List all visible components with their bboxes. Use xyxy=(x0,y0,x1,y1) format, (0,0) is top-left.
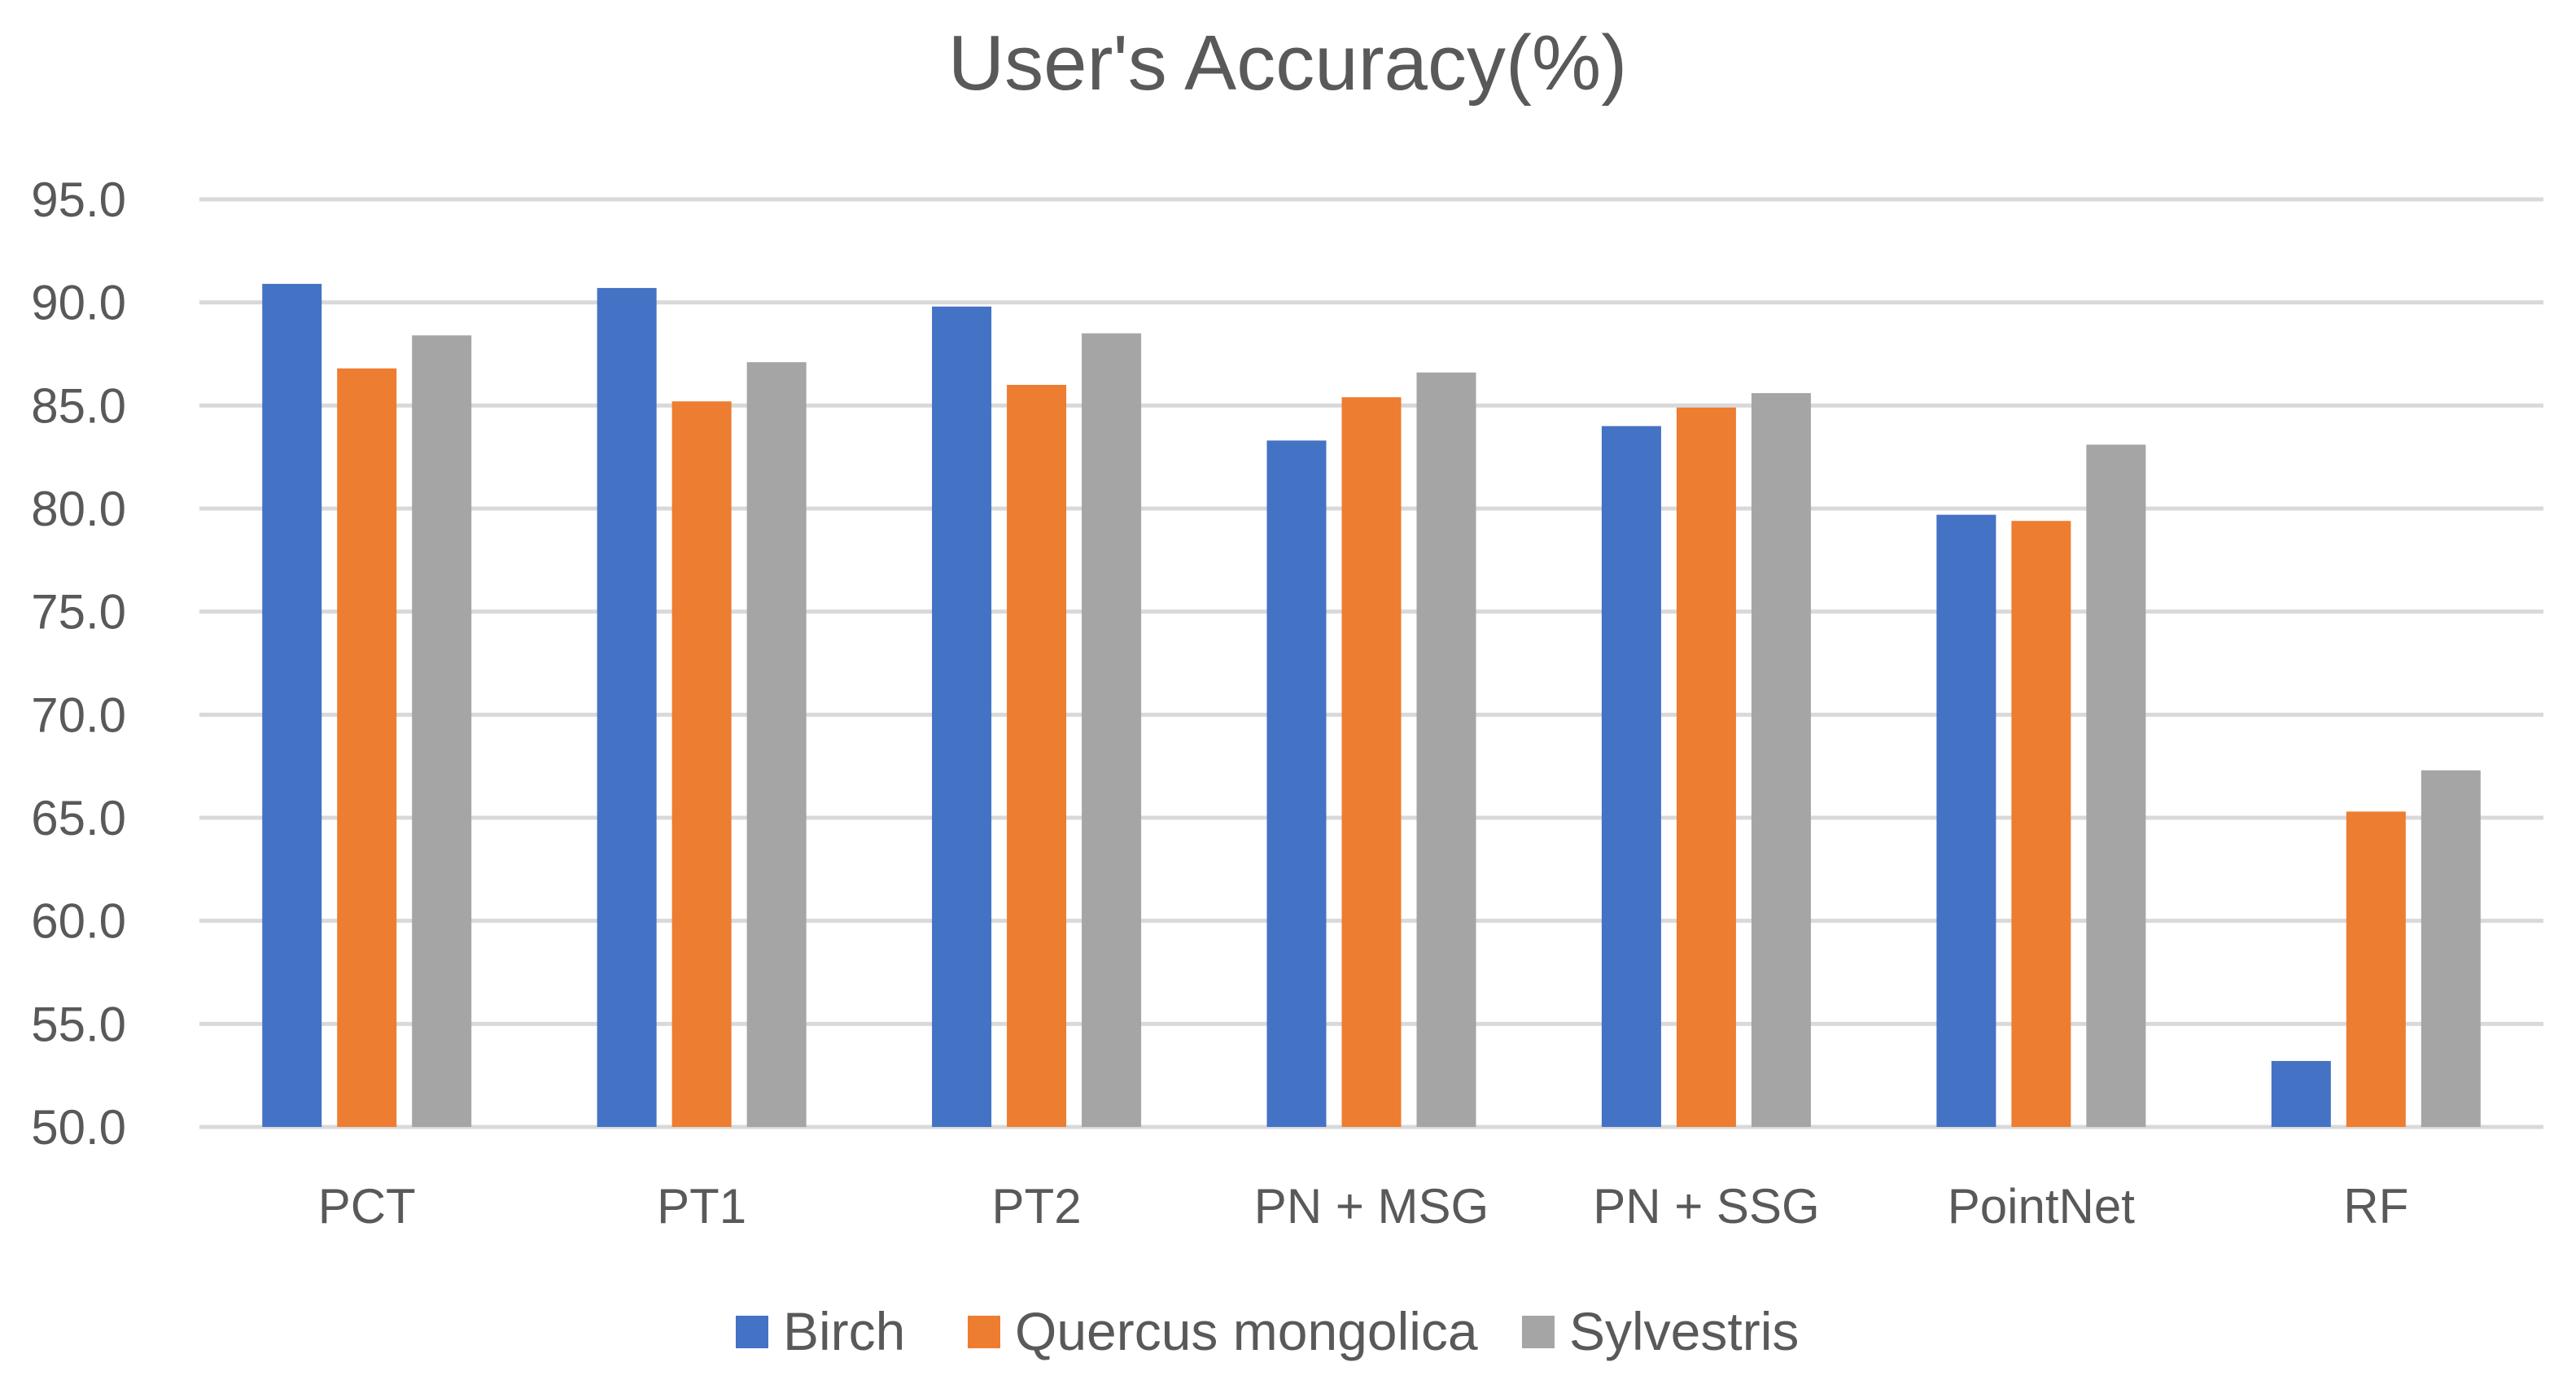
bar-sylvestris xyxy=(1416,372,1476,1127)
y-tick-label: 70.0 xyxy=(31,688,126,742)
legend-swatch-quercus-mongolica xyxy=(968,1316,1000,1348)
legend-label: Birch xyxy=(783,1301,905,1361)
y-tick-label: 85.0 xyxy=(31,378,126,433)
bar-sylvestris xyxy=(1082,333,1142,1128)
bar-quercus-mongolica xyxy=(2346,811,2406,1127)
legend-swatch-sylvestris xyxy=(1522,1316,1555,1348)
bar-birch xyxy=(1936,514,1997,1127)
legend-label: Quercus mongolica xyxy=(1015,1301,1478,1361)
bars xyxy=(262,283,2481,1128)
bar-birch xyxy=(1601,426,1661,1127)
bar-quercus-mongolica xyxy=(2011,521,2071,1127)
bar-sylvestris xyxy=(746,362,807,1128)
bar-birch xyxy=(597,287,657,1127)
x-category-label: PN + SSG xyxy=(1593,1179,1819,1234)
x-category-label: PointNet xyxy=(1948,1179,2135,1234)
x-category-label: PT1 xyxy=(657,1179,746,1234)
legend-swatch-birch xyxy=(736,1316,768,1348)
y-tick-label: 60.0 xyxy=(31,894,126,949)
bar-sylvestris xyxy=(2421,770,2481,1127)
x-category-label: PCT xyxy=(318,1179,416,1234)
y-tick-label: 50.0 xyxy=(31,1100,126,1155)
y-axis-ticks: 50.0 55.0 60.0 65.0 70.0 75.0 80.0 85.0 90.0 95.0 xyxy=(31,172,126,1155)
y-tick-label: 95.0 xyxy=(31,172,126,227)
x-category-label: PN + MSG xyxy=(1254,1179,1489,1234)
bar-birch xyxy=(932,306,992,1127)
y-tick-label: 65.0 xyxy=(31,791,126,845)
y-tick-label: 75.0 xyxy=(31,585,126,640)
bar-quercus-mongolica xyxy=(1007,385,1067,1127)
x-category-label: RF xyxy=(2343,1179,2408,1234)
y-tick-label: 80.0 xyxy=(31,482,126,536)
bar-birch xyxy=(1266,440,1327,1127)
bar-quercus-mongolica xyxy=(1676,407,1736,1127)
bar-sylvestris xyxy=(412,335,472,1127)
bar-quercus-mongolica xyxy=(337,368,397,1127)
y-tick-label: 55.0 xyxy=(31,997,126,1051)
legend-label: Sylvestris xyxy=(1569,1301,1799,1361)
bar-quercus-mongolica xyxy=(671,401,732,1127)
bar-quercus-mongolica xyxy=(1341,397,1402,1127)
y-tick-label: 90.0 xyxy=(31,276,126,330)
chart-title: User's Accuracy(%) xyxy=(948,20,1627,107)
x-axis-categories: PCT PT1 PT2 PN + MSG PN + SSG PointNet RF xyxy=(318,1179,2409,1234)
bar-birch xyxy=(262,283,322,1127)
bar-sylvestris xyxy=(1751,393,1811,1128)
bar-sylvestris xyxy=(2086,444,2146,1127)
bar-birch xyxy=(2271,1060,2331,1127)
legend: Birch Quercus mongolica Sylvestris xyxy=(736,1301,1799,1361)
x-category-label: PT2 xyxy=(992,1179,1082,1234)
